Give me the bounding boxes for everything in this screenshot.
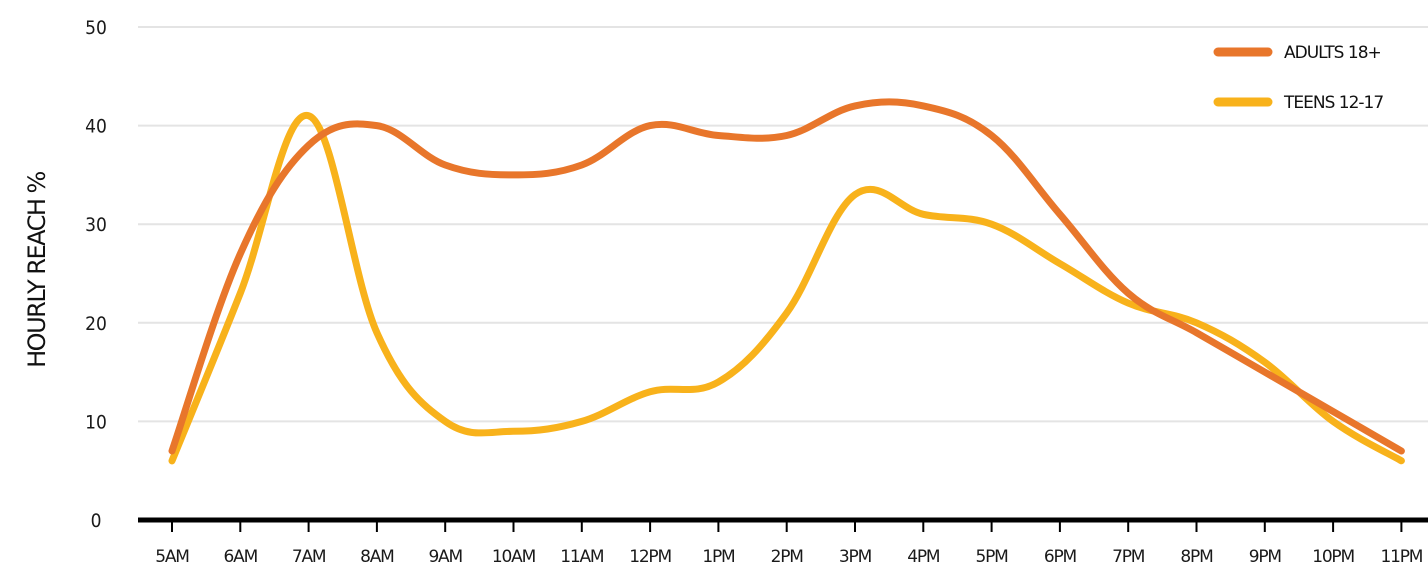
x-tick-label: 12PM [629,547,671,567]
x-tick-label: 7AM [292,547,326,567]
y-tick-label: 0 [91,510,102,532]
x-tick-label: 11AM [560,547,603,567]
y-tick-label: 30 [85,214,107,236]
x-tick-label: 7PM [1112,547,1144,567]
y-tick-label: 20 [85,313,107,335]
x-tick-label: 1PM [702,547,734,567]
x-tick-label: 10PM [1312,547,1354,567]
x-axis-ticks: 5AM 6AM 7AM 8AM 9AM 10AM 11AM 12PM 1PM 2PM 3PM 4PM 5… [155,520,1423,567]
y-tick-label: 50 [85,17,107,39]
x-tick-label: 2PM [771,547,803,567]
y-axis-ticks: 0 10 20 30 40 50 [85,17,107,532]
x-tick-label: 6AM [224,547,258,567]
x-tick-label: 3PM [839,547,871,567]
x-tick-label: 6PM [1044,547,1076,567]
series-lines [168,98,1405,465]
series-line-adults [168,98,1405,455]
y-tick-label: 40 [85,116,107,138]
legend-label: ADULTS 18+ [1284,43,1381,63]
legend-label: TEENS 12-17 [1283,93,1383,113]
x-tick-label: 9AM [428,547,462,567]
x-tick-label: 10AM [492,547,535,567]
x-tick-label: 5PM [976,547,1008,567]
gridlines [138,26,1428,423]
y-tick-label: 10 [85,411,107,433]
x-tick-label: 8AM [360,547,394,567]
legend: ADULTS 18+ TEENS 12-17 [1213,43,1384,113]
x-tick-label: 11PM [1381,547,1423,567]
series-line-teens [168,112,1405,465]
y-axis-label: HOURLY REACH % [23,171,51,367]
x-tick-label: 9PM [1249,547,1281,567]
x-tick-label: 5AM [155,547,189,567]
x-tick-label: 8PM [1180,547,1212,567]
x-tick-label: 4PM [907,547,939,567]
